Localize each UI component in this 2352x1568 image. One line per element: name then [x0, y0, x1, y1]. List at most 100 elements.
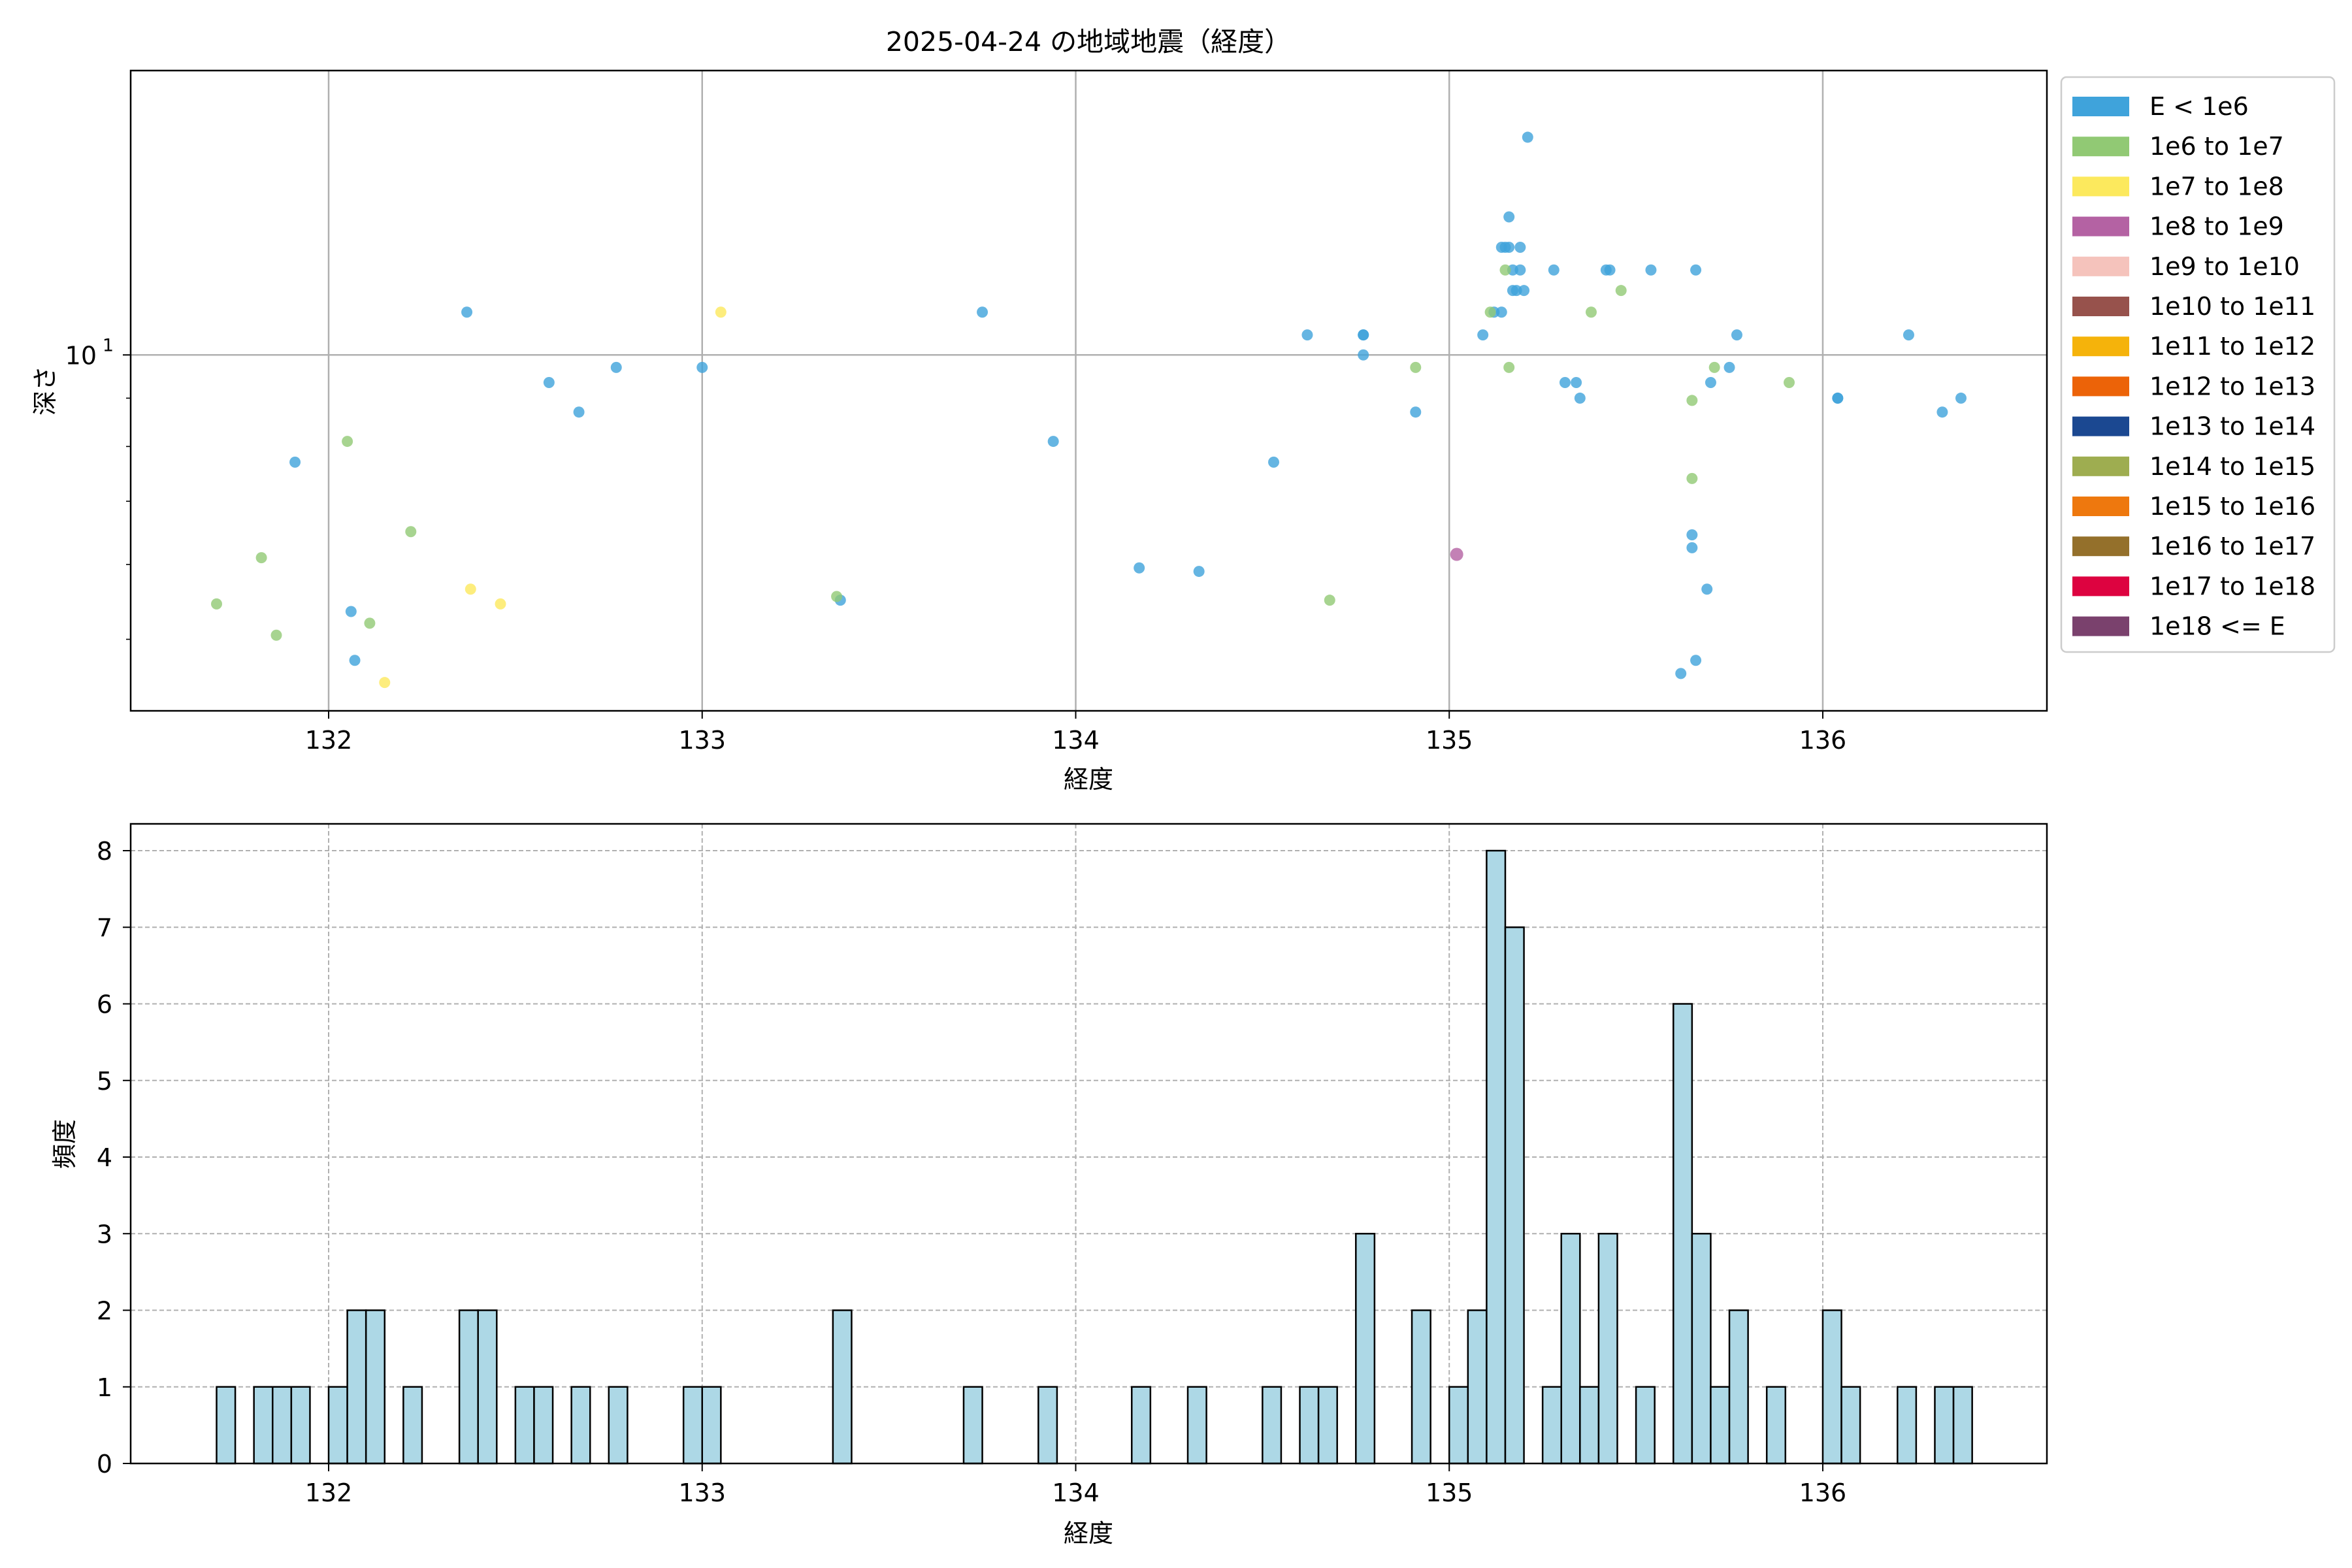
histogram-bars [216, 849, 1973, 1465]
histogram-x-axis-label: 経度 [1064, 1519, 1113, 1548]
scatter-axes-frame [129, 69, 2048, 712]
legend-swatch [2072, 456, 2129, 476]
histogram-bar [1579, 1386, 1600, 1465]
histogram-bar [1448, 1386, 1469, 1465]
scatter-point [715, 306, 727, 318]
histogram-bar [253, 1386, 274, 1465]
scatter-point [1585, 306, 1597, 318]
scatter-point [1686, 395, 1698, 406]
histogram-x-tick-label: 134 [1052, 1478, 1100, 1507]
scatter-ticks: 132 133 134 135 136 10 1 [65, 335, 1847, 755]
scatter-point [1903, 329, 1914, 341]
legend-swatch [2072, 416, 2129, 436]
scatter-point [255, 552, 267, 564]
legend-label: 1e10 to 1e11 [2149, 292, 2315, 321]
histogram-y-tick-label: 3 [97, 1220, 112, 1249]
scatter-point [1503, 242, 1515, 253]
histogram-y-tick-label: 0 [97, 1450, 112, 1478]
legend-swatch [2072, 536, 2129, 557]
legend-label: 1e15 to 1e16 [2149, 492, 2315, 521]
histogram-bar [1728, 1309, 1749, 1465]
histogram-x-tick-label: 132 [305, 1478, 353, 1507]
histogram-bar [290, 1386, 311, 1465]
scatter-x-axis-label: 経度 [1064, 765, 1113, 794]
histogram-bar [272, 1386, 293, 1465]
histogram-bar [346, 1309, 367, 1465]
histogram-bar [1673, 1003, 1693, 1465]
histogram-bar [1130, 1386, 1152, 1465]
scatter-x-tick-label: 132 [305, 726, 353, 755]
legend-label: 1e18 <= E [2149, 612, 2285, 641]
scatter-point [1301, 329, 1313, 341]
histogram-bar [365, 1309, 386, 1465]
scatter-point [1936, 406, 1948, 418]
scatter-y-tick-label: 10 [65, 341, 97, 370]
scatter-point [1615, 285, 1627, 297]
scatter-point [1574, 392, 1586, 404]
scatter-point [1358, 349, 1369, 361]
scatter-x-tick-label: 135 [1426, 726, 1473, 755]
histogram-bar [1710, 1386, 1731, 1465]
scatter-point [1723, 361, 1735, 373]
histogram-bar [1186, 1386, 1207, 1465]
scatter-point [1731, 329, 1742, 341]
scatter-point [1708, 361, 1720, 373]
histogram-bar [1560, 1233, 1581, 1465]
legend-label: 1e8 to 1e9 [2149, 212, 2284, 241]
histogram-bar [832, 1309, 853, 1465]
scatter-point [465, 583, 476, 595]
histogram-y-axis-label: 頻度 [50, 1119, 79, 1169]
histogram-bar [402, 1386, 423, 1465]
scatter-point [1499, 264, 1511, 276]
scatter-point [1514, 242, 1526, 253]
histogram-bar [1299, 1386, 1320, 1465]
histogram-bar [1037, 1386, 1058, 1465]
histogram-bar [1635, 1386, 1656, 1465]
histogram-bar [327, 1386, 348, 1465]
histogram-bar [1897, 1386, 1918, 1465]
legend-label: 1e6 to 1e7 [2149, 132, 2284, 161]
scatter-point [289, 456, 301, 468]
histogram-y-tick-label: 7 [97, 913, 112, 942]
histogram-bar [1486, 849, 1507, 1465]
scatter-point [1503, 361, 1515, 373]
histogram-axes-frame [129, 823, 2048, 1465]
histogram-y-tick-label: 1 [97, 1373, 112, 1402]
scatter-point [1675, 668, 1687, 679]
legend-label: E < 1e6 [2149, 92, 2249, 121]
histogram-bar [1317, 1386, 1338, 1465]
histogram-bar [1504, 926, 1525, 1465]
histogram-bar [1821, 1309, 1842, 1465]
scatter-point [831, 591, 843, 602]
scatter-point [1477, 329, 1489, 341]
scatter-point [270, 629, 282, 641]
scatter-point [1268, 456, 1280, 468]
scatter-point [696, 361, 708, 373]
legend-swatch [2072, 97, 2129, 116]
histogram-y-tick-label: 5 [97, 1067, 112, 1096]
scatter-x-tick-label: 136 [1799, 726, 1847, 755]
histogram-bar [1597, 1233, 1618, 1465]
legend-label: 1e12 to 1e13 [2149, 372, 2315, 400]
legend-label: 1e9 to 1e10 [2149, 252, 2300, 281]
scatter-point [461, 306, 473, 318]
legend-items: E < 1e6 1e6 to 1e7 1e7 to 1e8 1e8 to 1e9 1e9… [2072, 92, 2315, 641]
histogram-bar [962, 1386, 983, 1465]
scatter-point [1410, 406, 1422, 418]
histogram-bar [1355, 1233, 1376, 1465]
legend-label: 1e11 to 1e12 [2149, 332, 2315, 361]
scatter-point [1522, 131, 1533, 143]
histogram-y-tick-label: 6 [97, 990, 112, 1019]
scatter-point [1548, 264, 1560, 276]
histogram-bar [608, 1386, 629, 1465]
scatter-point [1514, 264, 1526, 276]
scatter-point [345, 606, 357, 617]
scatter-point [1410, 361, 1422, 373]
histogram-x-tick-label: 136 [1799, 1478, 1847, 1507]
histogram-bar [1765, 1386, 1787, 1465]
legend-swatch [2072, 176, 2129, 197]
histogram-bar [1411, 1309, 1431, 1465]
